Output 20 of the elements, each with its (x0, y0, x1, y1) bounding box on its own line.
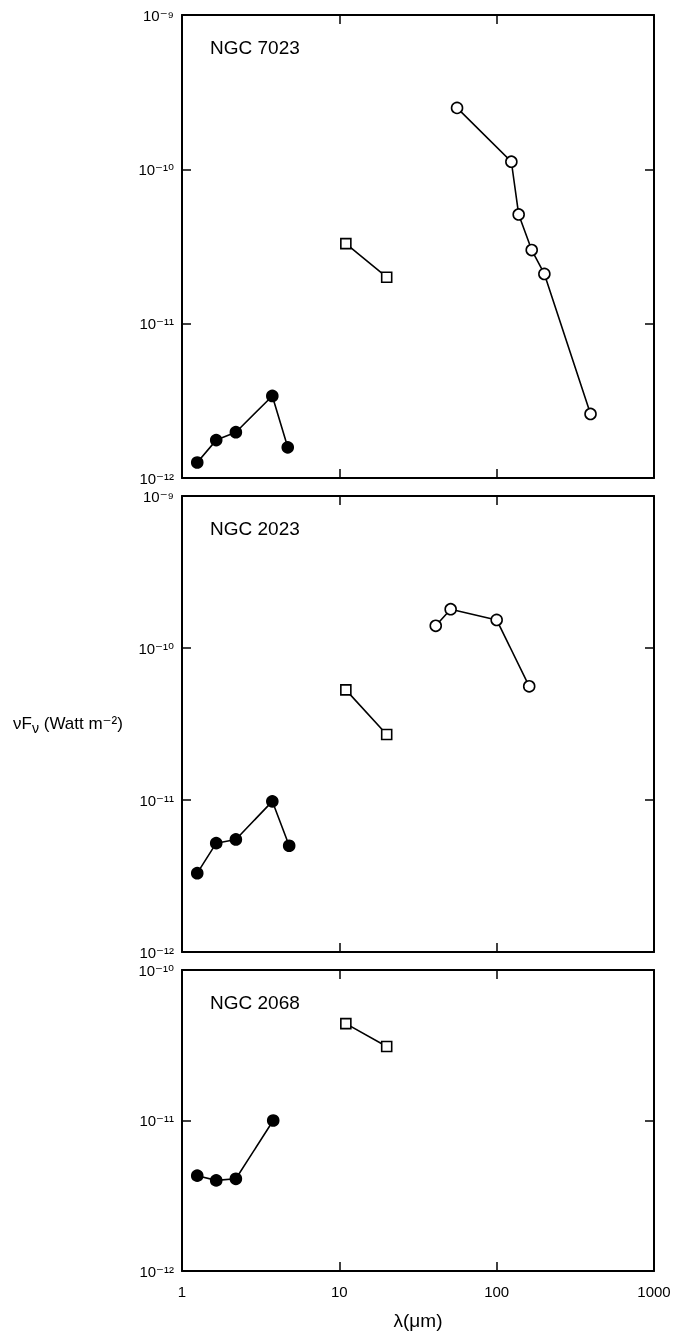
text: NGC 2023 (210, 518, 300, 539)
x-tick-label: 1000 (637, 1283, 671, 1300)
text: NGC 2068 (210, 992, 300, 1013)
y-axis-title: νF$_{ν}$ (Watt m⁻²) (12, 713, 124, 739)
y-tick-label: 10⁻¹¹ (139, 791, 174, 809)
y-tick-label: 10⁻¹⁰ (138, 639, 174, 657)
y-tick-label: 10⁻¹² (139, 1262, 174, 1280)
y-tick-label: 10⁻⁹ (142, 6, 174, 24)
x-tick-label: 10 (330, 1283, 348, 1300)
y-tick-label: 10⁻¹⁰ (138, 961, 174, 979)
y-tick-label: 10⁻¹² (139, 469, 174, 487)
x-tick-label: 1 (177, 1283, 187, 1300)
x-axis-title: λ(μm) (393, 1310, 443, 1331)
y-tick-label: 10⁻¹² (139, 943, 174, 961)
y-tick-label: 10⁻¹¹ (139, 1112, 174, 1129)
y-tick-label: 10⁻¹¹ (139, 315, 174, 333)
x-tick-label: 100 (484, 1283, 510, 1300)
text: NGC 7023 (210, 37, 300, 58)
y-tick-label: 10⁻⁹ (142, 487, 174, 505)
y-tick-label: 10⁻¹⁰ (138, 160, 174, 178)
